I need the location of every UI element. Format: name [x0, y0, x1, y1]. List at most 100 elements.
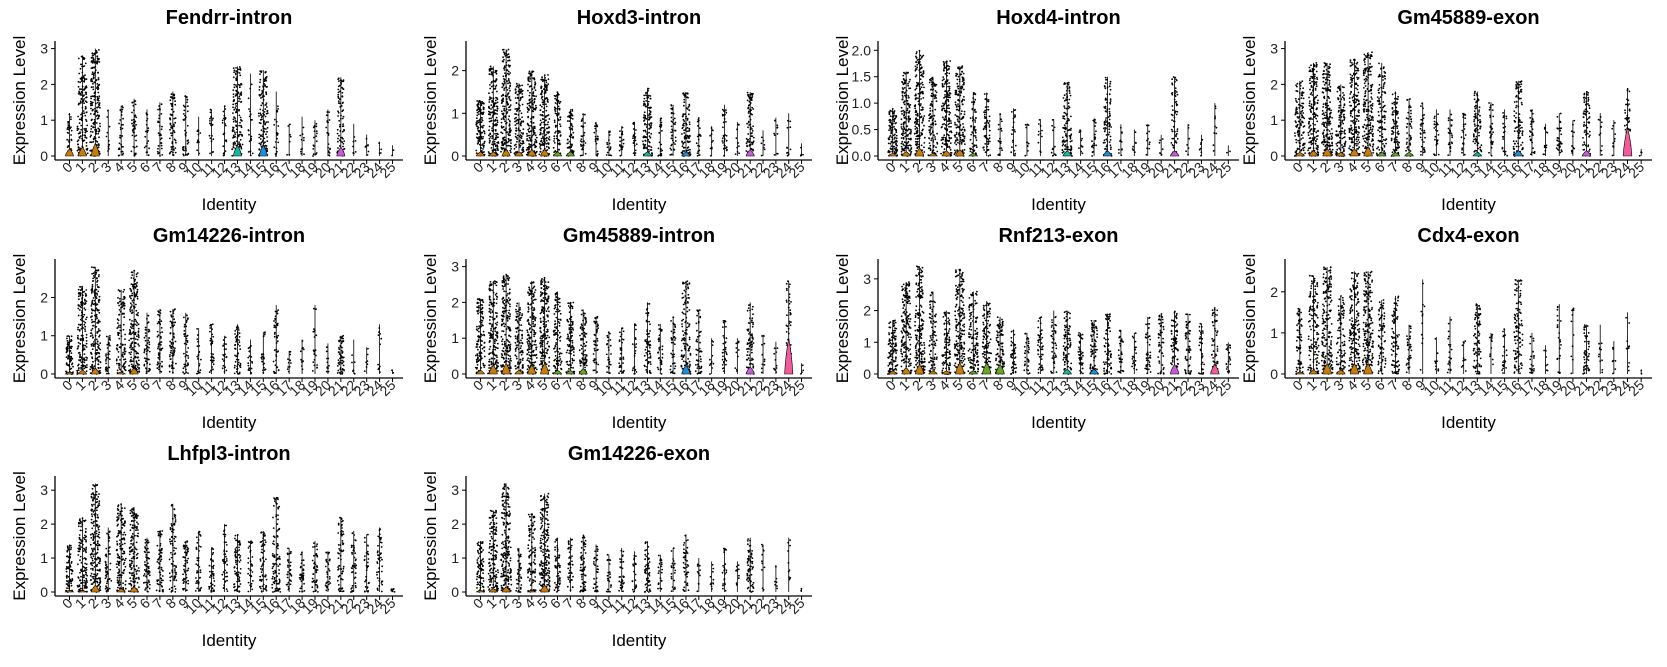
data-point — [553, 151, 555, 154]
data-point — [559, 125, 562, 128]
data-point — [492, 84, 495, 87]
data-point — [1176, 93, 1179, 96]
data-point — [619, 130, 621, 133]
data-point — [232, 126, 234, 129]
data-point — [197, 133, 200, 136]
data-point — [158, 125, 161, 127]
data-point — [891, 118, 894, 121]
data-point — [258, 142, 261, 145]
data-point — [1213, 132, 1216, 134]
data-point — [642, 136, 645, 139]
data-point — [143, 146, 146, 149]
data-point — [748, 100, 751, 103]
data-point — [907, 95, 910, 97]
data-point — [121, 153, 124, 156]
data-point — [187, 105, 189, 108]
data-point — [262, 90, 264, 93]
data-point — [930, 126, 933, 129]
data-point — [583, 140, 585, 143]
data-point — [98, 95, 101, 98]
data-point — [235, 125, 238, 128]
data-point — [182, 104, 185, 107]
data-point — [960, 129, 963, 132]
data-point — [79, 135, 82, 138]
data-point — [1011, 133, 1013, 136]
data-point — [288, 140, 291, 143]
data-point — [186, 110, 189, 113]
data-point — [93, 53, 96, 56]
data-point — [660, 148, 662, 151]
data-point — [1091, 151, 1094, 154]
data-point — [689, 140, 691, 143]
data-point — [644, 123, 646, 126]
data-point — [949, 120, 952, 122]
data-point — [336, 132, 339, 135]
data-point — [904, 132, 907, 134]
data-point — [1066, 87, 1069, 90]
data-point — [688, 103, 691, 106]
data-point — [618, 136, 621, 139]
data-point — [232, 118, 235, 121]
data-point — [1000, 140, 1002, 143]
data-point — [266, 112, 269, 114]
data-point — [232, 106, 234, 109]
data-point — [918, 104, 921, 107]
data-point — [906, 144, 908, 147]
data-point — [622, 142, 625, 145]
data-point — [90, 56, 93, 59]
data-point — [519, 129, 522, 132]
data-point — [541, 90, 544, 93]
data-point — [521, 103, 524, 106]
data-point — [337, 115, 339, 117]
data-point — [231, 148, 234, 151]
data-point — [531, 126, 533, 129]
data-point — [527, 79, 530, 81]
data-point — [725, 134, 728, 137]
violin-body — [1102, 150, 1113, 157]
data-point — [935, 91, 938, 94]
data-point — [1294, 97, 1297, 100]
data-point — [962, 131, 964, 134]
data-point — [1061, 149, 1064, 152]
data-point — [649, 95, 652, 97]
data-point — [531, 103, 534, 105]
data-point — [224, 123, 227, 125]
data-point — [82, 75, 85, 78]
data-point — [236, 140, 238, 143]
data-point — [647, 138, 650, 141]
data-point — [495, 70, 497, 73]
data-point — [106, 131, 109, 134]
data-point — [1302, 106, 1304, 109]
y-tick-label: 0 — [1270, 148, 1278, 164]
data-point — [476, 100, 479, 102]
data-point — [957, 87, 960, 90]
data-point — [973, 134, 975, 137]
data-point — [985, 137, 988, 140]
data-point — [989, 154, 992, 157]
data-point — [647, 89, 649, 92]
data-point — [78, 118, 81, 121]
data-point — [106, 116, 109, 118]
data-point — [488, 101, 491, 103]
data-point — [1148, 130, 1150, 133]
data-point — [250, 83, 253, 86]
data-point — [500, 126, 503, 129]
data-point — [119, 136, 121, 139]
data-point — [96, 85, 99, 88]
data-point — [503, 105, 506, 108]
data-point — [751, 132, 753, 134]
data-point — [558, 102, 561, 105]
data-point — [698, 127, 701, 130]
data-point — [488, 125, 491, 128]
data-point — [236, 102, 239, 105]
data-point — [572, 136, 575, 139]
data-point — [542, 111, 544, 113]
data-point — [895, 142, 897, 145]
data-point — [97, 105, 100, 108]
data-point — [67, 144, 70, 147]
data-point — [932, 122, 934, 124]
data-point — [954, 121, 956, 124]
data-point — [1146, 147, 1148, 150]
data-point — [506, 101, 509, 104]
data-point — [1068, 119, 1070, 121]
